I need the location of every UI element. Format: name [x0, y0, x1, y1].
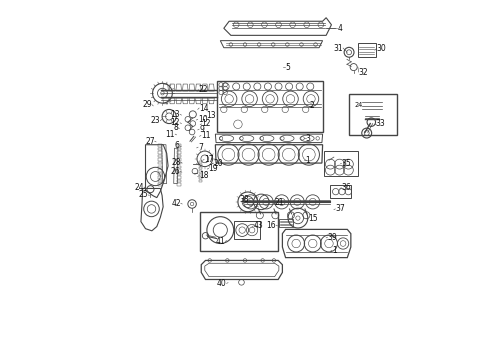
Text: 39: 39	[327, 233, 337, 242]
Bar	[217, 81, 322, 132]
Bar	[177, 172, 181, 175]
Bar	[177, 180, 181, 182]
Text: 5: 5	[285, 63, 290, 72]
Bar	[158, 176, 162, 179]
Bar	[177, 166, 181, 168]
Bar	[158, 148, 162, 150]
Text: 1: 1	[332, 246, 337, 255]
Text: 7: 7	[198, 143, 203, 152]
Bar	[199, 177, 202, 179]
Text: 17: 17	[204, 155, 214, 164]
Text: 6: 6	[175, 141, 180, 150]
Bar	[177, 144, 181, 147]
Text: 42: 42	[171, 199, 181, 208]
Text: 43: 43	[253, 221, 263, 230]
Text: 37: 37	[335, 204, 345, 213]
Text: 21: 21	[274, 198, 284, 207]
Text: 31: 31	[334, 44, 343, 53]
Bar	[234, 221, 260, 239]
Text: 11: 11	[201, 131, 210, 140]
Text: 2: 2	[309, 102, 314, 111]
Bar	[199, 164, 202, 166]
Bar	[177, 148, 181, 150]
Bar	[330, 185, 351, 198]
Bar	[177, 183, 181, 186]
Bar	[158, 166, 162, 168]
Bar	[177, 155, 181, 157]
Bar	[177, 158, 181, 161]
Bar	[358, 43, 375, 57]
Text: 30: 30	[376, 44, 386, 53]
Bar	[158, 172, 162, 175]
Bar	[324, 151, 358, 176]
Text: 35: 35	[341, 158, 351, 167]
Text: 8: 8	[173, 123, 178, 132]
Bar	[199, 180, 202, 182]
Text: 14: 14	[199, 104, 209, 113]
Text: 24: 24	[134, 183, 144, 192]
Bar	[158, 152, 162, 154]
Bar	[199, 167, 202, 170]
Bar	[158, 144, 162, 147]
Text: 9: 9	[199, 125, 204, 134]
Text: 15: 15	[308, 213, 318, 222]
Text: 36: 36	[342, 183, 351, 192]
Text: 12: 12	[201, 120, 211, 129]
Bar	[199, 174, 202, 176]
Text: 27: 27	[145, 137, 155, 146]
Text: 1: 1	[306, 156, 311, 165]
Bar	[177, 169, 181, 171]
Bar	[158, 155, 162, 157]
Text: 32: 32	[359, 68, 368, 77]
Bar	[177, 162, 181, 165]
Text: 4: 4	[338, 24, 343, 33]
Text: 22: 22	[198, 85, 208, 94]
Text: 24: 24	[354, 102, 363, 108]
Text: 18: 18	[199, 171, 209, 180]
Bar	[158, 169, 162, 171]
Text: 11: 11	[166, 130, 175, 139]
Bar	[177, 152, 181, 154]
Text: 25: 25	[138, 190, 148, 199]
Text: 19: 19	[209, 164, 218, 173]
Bar	[177, 176, 181, 179]
Bar	[158, 180, 162, 182]
Text: 3: 3	[306, 134, 311, 143]
Bar	[158, 183, 162, 186]
Text: 26: 26	[171, 167, 180, 176]
Text: 40: 40	[217, 279, 227, 288]
Bar	[199, 161, 202, 163]
Bar	[200, 212, 278, 251]
Text: 16: 16	[267, 221, 276, 230]
Bar	[158, 162, 162, 165]
Text: 41: 41	[216, 237, 225, 246]
Text: 12: 12	[171, 118, 180, 127]
Bar	[158, 158, 162, 161]
Text: 28: 28	[172, 158, 181, 167]
Text: 38: 38	[240, 195, 249, 204]
Text: 29: 29	[142, 100, 152, 109]
Text: 20: 20	[213, 158, 223, 167]
Text: 13: 13	[206, 111, 216, 120]
Bar	[278, 219, 294, 226]
Bar	[349, 94, 397, 135]
Bar	[199, 171, 202, 172]
Text: 10: 10	[198, 115, 207, 124]
Text: 23: 23	[151, 116, 160, 125]
Text: 13: 13	[171, 110, 180, 119]
Text: 33: 33	[375, 119, 385, 128]
